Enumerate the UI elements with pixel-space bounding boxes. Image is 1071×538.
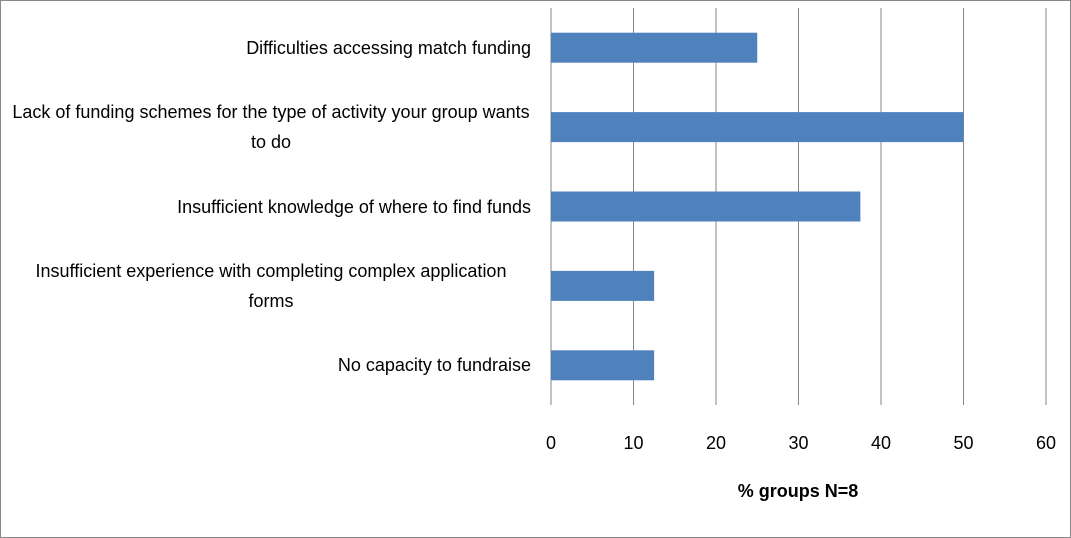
x-tick-label: 60 [1036, 433, 1056, 453]
x-tick-label: 10 [623, 433, 643, 453]
y-tick-label-box: No capacity to fundraise [11, 325, 531, 405]
y-tick-label-box: Insufficient experience with completing … [11, 246, 531, 326]
bar [551, 112, 964, 143]
x-tick-label: 0 [546, 433, 556, 453]
y-tick-label-box: Difficulties accessing match funding [11, 8, 531, 88]
bar [551, 270, 655, 301]
x-axis-label: % groups N=8 [738, 481, 859, 501]
bar [551, 32, 758, 63]
y-tick-label-box: Insufficient knowledge of where to find … [11, 167, 531, 247]
bar [551, 350, 655, 381]
x-tick-label: 50 [953, 433, 973, 453]
y-tick-label: Lack of funding schemes for the type of … [12, 102, 530, 153]
y-tick-label: Insufficient experience with completing … [35, 260, 507, 311]
y-tick-label: Difficulties accessing match funding [246, 37, 531, 58]
x-tick-label: 20 [706, 433, 726, 453]
bar [551, 191, 861, 222]
x-tick-label: 30 [788, 433, 808, 453]
y-tick-label: Insufficient knowledge of where to find … [177, 196, 531, 217]
y-tick-label: No capacity to fundraise [337, 355, 531, 376]
x-tick-label: 40 [871, 433, 891, 453]
y-tick-label-box: Lack of funding schemes for the type of … [11, 87, 531, 167]
